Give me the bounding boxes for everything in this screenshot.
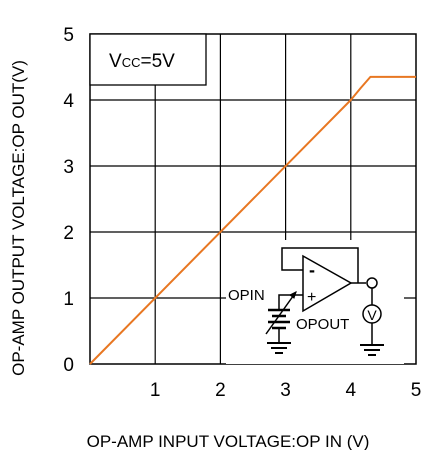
condition-box: VCC=5V: [89, 33, 207, 86]
x-tick-label: 2: [215, 380, 226, 401]
variable-arrow-head: [289, 291, 297, 299]
variable-arrow-icon: [265, 291, 297, 335]
feedback-wire: [281, 247, 359, 283]
voltmeter-label: V: [367, 307, 377, 323]
condition-rest: =5V: [140, 51, 175, 72]
ground-icon-left: [267, 342, 291, 354]
opamp-plus-sign: +: [307, 289, 316, 306]
x-tick-label: 5: [411, 380, 422, 401]
series-line: [89, 75, 416, 365]
opamp-symbol: [302, 254, 353, 313]
circuit-background: [226, 240, 404, 364]
y-tick-label: 1: [63, 289, 74, 310]
x-tick-label: 4: [346, 380, 357, 401]
y-tick-label: 5: [63, 25, 74, 46]
inset-circuit-text: - + OPIN OPOUT V: [228, 260, 377, 333]
y-tick-labels: 0 1 2 3 4 5: [63, 25, 74, 376]
x-tick-label: 1: [150, 380, 161, 401]
y-tick-label: 0: [63, 355, 74, 376]
y-tick-label: 3: [63, 157, 74, 178]
opamp-minus-sign: -: [309, 260, 315, 280]
ground-icon-right: [360, 344, 384, 356]
opin-label: OPIN: [228, 287, 265, 304]
y-tick-label: 4: [63, 91, 74, 112]
y-tick-label: 2: [63, 223, 74, 244]
output-node: [366, 277, 378, 289]
x-tick-labels: 1 2 3 4 5: [150, 380, 421, 401]
condition-sub: CC: [122, 55, 141, 70]
x-axis-label: OP-AMP INPUT VOLTAGE:OP IN (V): [87, 432, 370, 450]
svg-text:VCC=5V: VCC=5V: [109, 51, 175, 72]
series-group: [89, 75, 416, 365]
condition-v: V: [109, 51, 122, 72]
inset-circuit: [226, 240, 404, 364]
y-axis-label: OP-AMP OUTPUT VOLTAGE:OP OUT(V): [9, 60, 28, 376]
x-tick-label: 3: [280, 380, 291, 401]
opout-label: OPOUT: [296, 316, 349, 333]
